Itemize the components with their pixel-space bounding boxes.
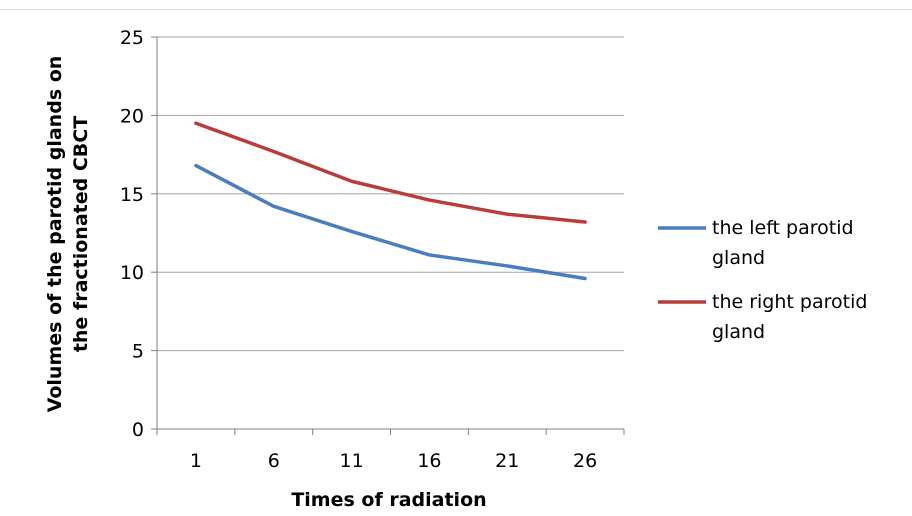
x-tick-label: 1 [190,450,202,472]
legend-label: gland [712,321,765,343]
y-axis-title-line-2: the fractionated CBCT [70,116,92,352]
series-line-left-parotid [194,163,587,281]
series-lines [194,121,587,281]
top-divider [0,9,912,10]
y-tick-labels: 0 5 10 15 20 25 [120,27,144,441]
y-tick-label: 25 [120,27,144,49]
x-tick-label: 26 [573,450,597,472]
y-tick-label: 5 [132,341,144,363]
y-axis-title-line-1: Volumes of the parotid glands on [44,56,66,413]
x-tick-label: 6 [268,450,280,472]
y-tick-label: 20 [120,105,144,127]
legend-label: the left parotid [712,217,854,239]
x-tick-label: 21 [495,450,519,472]
series-line-right-parotid [194,121,587,224]
gridlines [151,36,624,430]
x-axis-title: Times of radiation [291,489,486,511]
axes [156,37,625,435]
x-tick-label: 16 [417,450,441,472]
y-tick-label: 10 [120,262,144,284]
y-tick-label: 15 [120,184,144,206]
x-tick-label: 11 [339,450,363,472]
x-tick-labels: 1 6 11 16 21 26 [190,450,597,472]
y-tick-label: 0 [132,419,144,441]
legend-label: the right parotid [712,291,867,313]
legend: the left parotid gland the right parotid gl… [658,217,867,343]
legend-label: gland [712,247,765,269]
